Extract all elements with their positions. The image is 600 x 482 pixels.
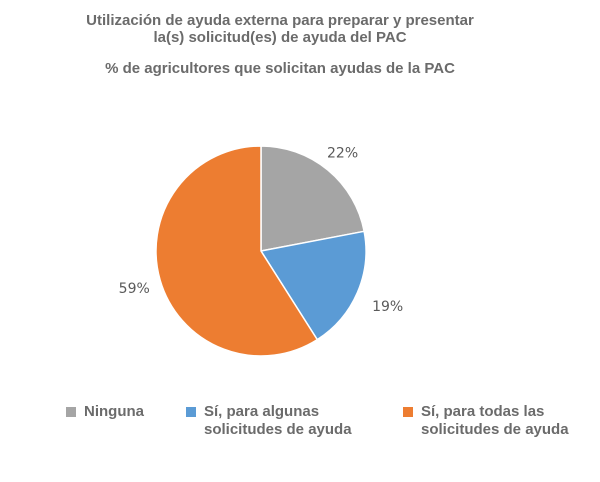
legend-item-ninguna: Ninguna — [66, 403, 144, 421]
chart-legend: Ninguna Sí, para algunas solicitudes de … — [0, 403, 600, 463]
legend-label-todas-line2: solicitudes de ayuda — [421, 421, 569, 438]
legend-label-algunas-line2: solicitudes de ayuda — [204, 421, 352, 438]
pie-label-algunas: 19% — [372, 299, 403, 315]
chart-title: Utilización de ayuda externa para prepar… — [86, 12, 474, 46]
legend-item-algunas: Sí, para algunas solicitudes de ayuda — [186, 403, 352, 439]
legend-label-algunas-line1: Sí, para algunas — [204, 403, 320, 420]
legend-swatch-algunas — [186, 407, 196, 417]
pie-chart: 22% 19% 59% — [119, 145, 403, 357]
legend-swatch-ninguna — [66, 407, 76, 417]
legend-label-ninguna: Ninguna — [84, 403, 144, 420]
pie-label-todas: 59% — [119, 281, 150, 297]
pie-slice-algunas — [259, 230, 367, 341]
legend-item-todas: Sí, para todas las solicitudes de ayuda — [403, 403, 569, 439]
legend-label-todas-line1: Sí, para todas las — [421, 403, 545, 420]
pie-label-ninguna: 22% — [327, 145, 358, 161]
pie-slice-todas — [155, 145, 319, 357]
pie-slice-ninguna — [260, 145, 366, 252]
legend-swatch-todas — [403, 407, 413, 417]
chart-subtitle: % de agricultores que solicitan ayudas d… — [105, 60, 455, 77]
